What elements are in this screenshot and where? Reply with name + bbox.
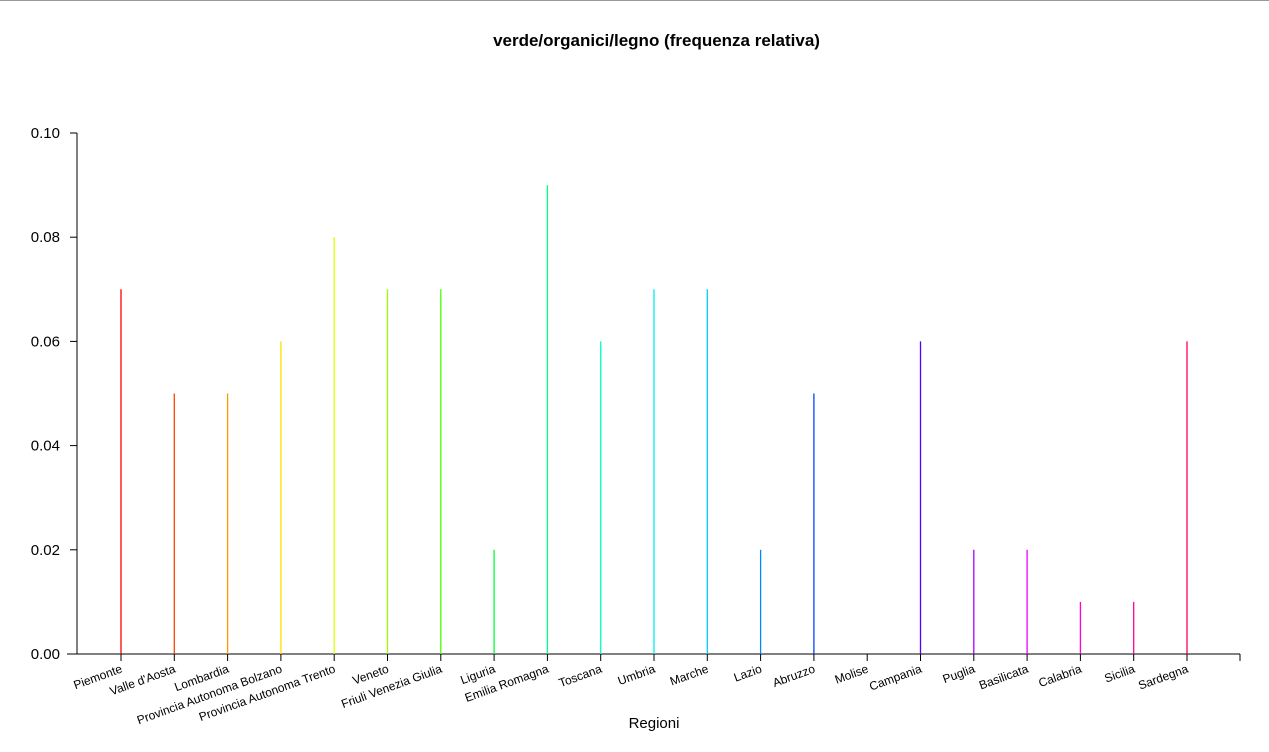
category-label: Calabria — [1037, 662, 1084, 691]
bars — [120, 185, 1188, 654]
y-tick-label: 0.10 — [31, 125, 60, 142]
category-label: Sicilia — [1102, 662, 1137, 686]
chart-title: verde/organici/legno (frequenza relativa… — [493, 31, 820, 50]
category-label: Lazio — [732, 662, 764, 685]
category-label: Toscana — [557, 662, 604, 691]
y-tick-label: 0.00 — [31, 646, 60, 663]
y-axis: 0.00 0.02 0.04 0.06 0.08 0.10 — [31, 125, 78, 663]
category-label: Sardegna — [1136, 662, 1190, 693]
y-tick-label: 0.04 — [31, 438, 60, 455]
category-label: Marche — [668, 662, 711, 689]
y-tick-label: 0.02 — [31, 542, 60, 559]
category-label: Umbria — [616, 662, 657, 688]
category-label: Abruzzo — [771, 662, 817, 690]
x-axis-title: Regioni — [629, 715, 680, 732]
x-axis — [67, 653, 1241, 661]
y-tick-label: 0.06 — [31, 333, 60, 350]
top-border — [0, 0, 1269, 1]
y-tick-label: 0.08 — [31, 229, 60, 246]
category-label: Basilicata — [977, 662, 1030, 693]
category-label: Puglia — [941, 662, 977, 687]
category-label: Campania — [867, 662, 923, 694]
category-label: Molise — [833, 662, 871, 687]
